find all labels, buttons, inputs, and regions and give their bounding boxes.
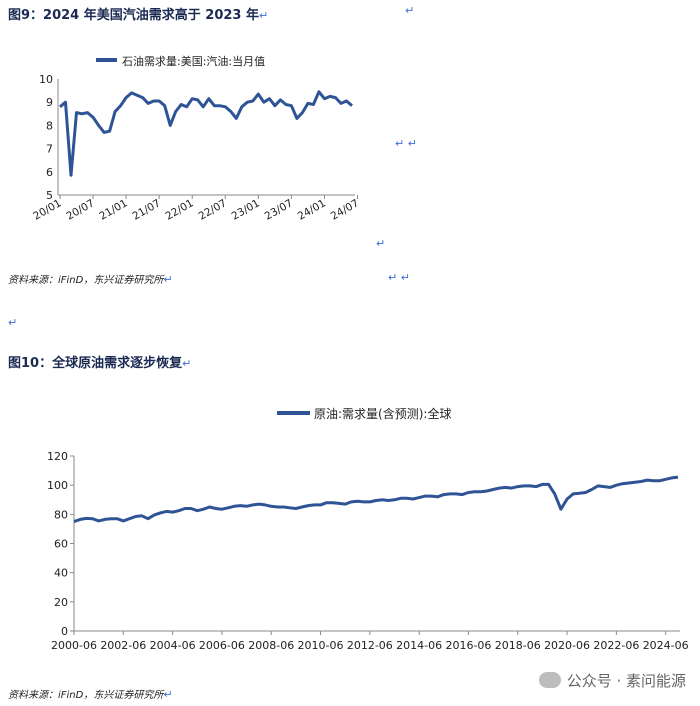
y-tick-label: 8 [46, 119, 53, 132]
return-mark: ↵ [8, 316, 18, 329]
x-tick-label: 2002-06 [100, 639, 146, 652]
watermark-text: 公众号 · 素问能源 [566, 672, 686, 690]
x-tick-label: 2000-06 [51, 639, 97, 652]
x-tick-label: 24/07 [329, 197, 361, 223]
x-tick-label: 2024-06 [643, 639, 689, 652]
x-tick-label: 24/01 [296, 197, 328, 223]
y-tick-label: 0 [61, 625, 68, 638]
wechat-icon [538, 672, 561, 688]
x-tick-label: 2012-06 [347, 639, 393, 652]
figure10-title: 图10：全球原油需求逐步恢复↵ [8, 356, 192, 371]
y-tick-label: 120 [47, 450, 68, 463]
x-tick-label: 2018-06 [495, 639, 541, 652]
y-tick-label: 40 [54, 567, 68, 580]
x-tick-label: 2020-06 [544, 639, 590, 652]
x-tick-label: 22/07 [197, 197, 229, 223]
return-mark: ↵ ↵ [395, 137, 417, 150]
x-tick-label: 2016-06 [445, 639, 491, 652]
x-tick-label: 2006-06 [199, 639, 245, 652]
x-tick-label: 2014-06 [396, 639, 442, 652]
return-mark: ↵ [376, 237, 386, 250]
x-tick-label: 2004-06 [150, 639, 196, 652]
x-tick-label: 2008-06 [248, 639, 294, 652]
x-tick-label: 23/07 [263, 197, 295, 223]
x-tick-label: 21/07 [130, 197, 162, 223]
x-tick-label: 2022-06 [593, 639, 639, 652]
x-tick-label: 20/07 [64, 197, 96, 223]
series-line [59, 90, 353, 177]
return-mark: ↵ ↵ [388, 271, 410, 284]
x-tick-label: 2010-06 [298, 639, 344, 652]
watermark: 公众号 · 素问能源 [538, 670, 686, 691]
y-tick-label: 7 [46, 143, 53, 156]
return-mark: ↵ [405, 4, 415, 17]
figure9-source: 资料来源：iFinD，东兴证券研究所↵ [8, 273, 173, 286]
legend-label: 原油:需求量(含预测):全球 [314, 406, 451, 421]
x-tick-label: 23/01 [230, 197, 262, 223]
y-tick-label: 20 [54, 596, 68, 609]
x-tick-label: 22/01 [164, 197, 196, 223]
x-tick-label: 21/01 [97, 197, 129, 223]
figure10-source: 资料来源：iFinD，东兴证券研究所↵ [8, 688, 173, 701]
y-tick-label: 10 [39, 73, 53, 86]
y-tick-label: 5 [46, 189, 53, 202]
legend-label: 石油需求量:美国:汽油:当月值 [122, 54, 265, 68]
figure9-title: 图9：2024 年美国汽油需求高于 2023 年↵ [8, 8, 269, 23]
y-tick-label: 9 [46, 96, 53, 109]
y-tick-label: 6 [46, 166, 53, 179]
y-tick-label: 80 [54, 508, 68, 521]
y-tick-label: 100 [47, 479, 68, 492]
y-tick-label: 60 [54, 538, 68, 551]
series-line [73, 475, 679, 524]
